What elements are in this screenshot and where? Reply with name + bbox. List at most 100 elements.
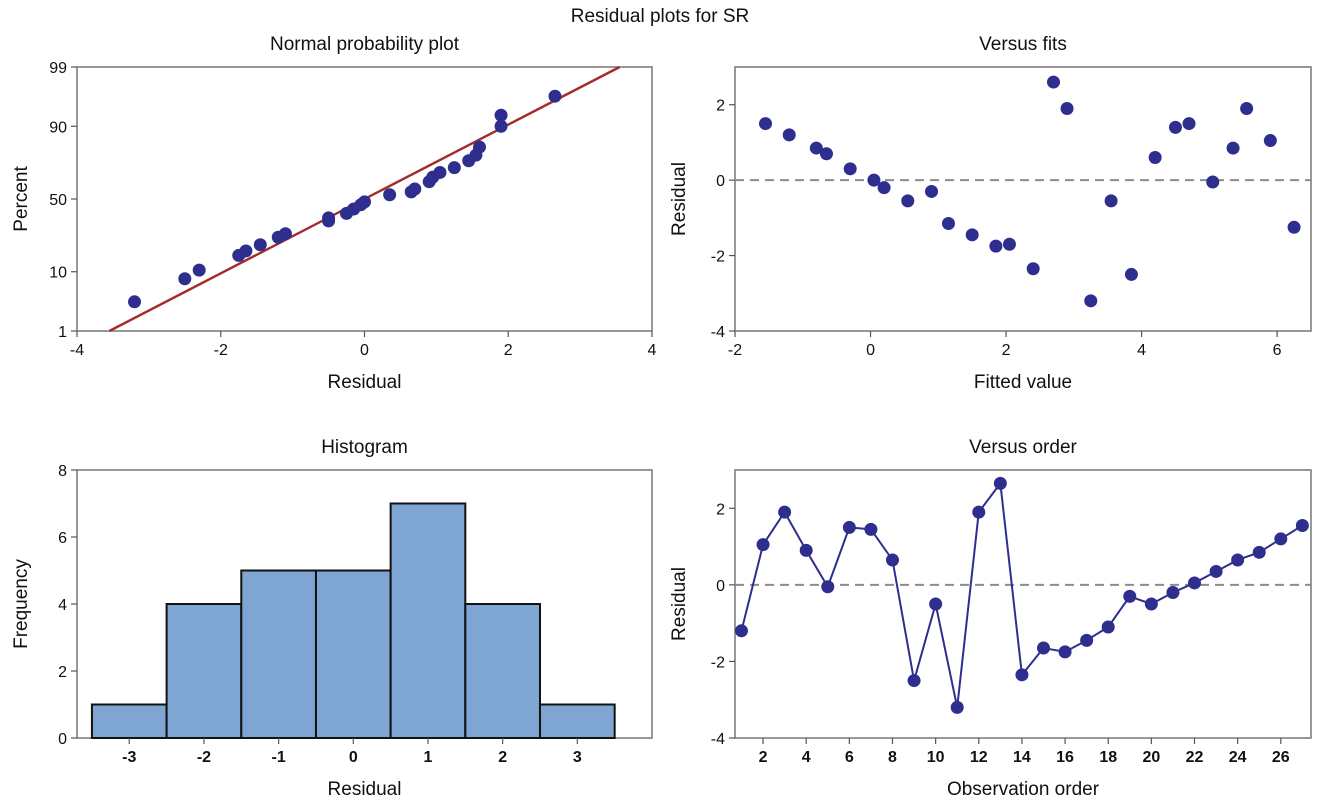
data-point bbox=[907, 674, 921, 688]
data-point bbox=[1124, 267, 1138, 281]
x-tick-label: 4 bbox=[648, 342, 657, 359]
data-point bbox=[809, 141, 823, 155]
y-tick-label: -2 bbox=[711, 249, 725, 266]
data-point bbox=[128, 295, 141, 309]
panel-hist: Histogram Residual Frequency 0 2 4 6 8 -3 -2 -1 0 1 2… bbox=[11, 437, 653, 800]
data-point bbox=[278, 227, 292, 241]
y-tick-label: -4 bbox=[711, 324, 725, 341]
data-point bbox=[864, 522, 878, 536]
data-point bbox=[408, 182, 422, 196]
y-tick-label: -4 bbox=[711, 731, 725, 748]
y-tick-label: 2 bbox=[716, 98, 725, 115]
x-tick-label: 20 bbox=[1142, 749, 1160, 766]
data-point bbox=[433, 165, 447, 179]
data-point bbox=[877, 181, 891, 195]
data-point bbox=[1060, 101, 1074, 115]
data-point bbox=[1101, 620, 1115, 634]
data-point bbox=[1084, 294, 1098, 308]
panel-normal: Normal probability plot Residual Percent 1 1… bbox=[11, 34, 657, 393]
data-point bbox=[1104, 194, 1118, 208]
x-tick-label: 2 bbox=[504, 342, 513, 359]
data-point bbox=[253, 238, 267, 252]
data-point bbox=[885, 553, 899, 567]
x-tick-label: 6 bbox=[845, 749, 854, 766]
data-point bbox=[925, 184, 939, 198]
panel-title: Histogram bbox=[321, 437, 408, 458]
y-tick-label: 0 bbox=[716, 173, 725, 190]
y-tick-label: 8 bbox=[58, 463, 67, 480]
data-point bbox=[358, 195, 371, 209]
x-tick-label: -2 bbox=[214, 342, 228, 359]
histogram-bar bbox=[464, 603, 541, 739]
data-point bbox=[965, 228, 979, 242]
y-tick-label: 50 bbox=[49, 192, 67, 209]
x-tick-label: 10 bbox=[927, 749, 945, 766]
data-point bbox=[1026, 262, 1040, 276]
x-axis-label: Residual bbox=[328, 372, 402, 393]
y-tick-label: 99 bbox=[49, 60, 67, 77]
data-point bbox=[322, 211, 336, 225]
data-point bbox=[1231, 553, 1245, 567]
y-tick-label: 4 bbox=[58, 597, 67, 614]
plot-frame bbox=[734, 469, 1312, 739]
data-point bbox=[819, 147, 833, 161]
data-point bbox=[1263, 134, 1277, 148]
y-tick-label: 90 bbox=[49, 119, 67, 136]
data-point bbox=[1206, 175, 1220, 189]
data-point bbox=[929, 597, 943, 611]
data-point bbox=[941, 217, 955, 231]
y-axis-label: Residual bbox=[669, 162, 690, 236]
x-tick-label: 3 bbox=[573, 749, 582, 766]
y-tick-label: 0 bbox=[716, 578, 725, 595]
figure-title: Residual plots for SR bbox=[571, 6, 749, 27]
x-tick-label: 22 bbox=[1186, 749, 1204, 766]
data-point bbox=[989, 239, 1003, 253]
x-tick-label: 24 bbox=[1229, 749, 1247, 766]
data-point bbox=[1166, 586, 1180, 600]
x-tick-label: -3 bbox=[122, 749, 136, 766]
data-point bbox=[1080, 633, 1094, 647]
histogram-bar bbox=[389, 502, 467, 739]
y-tick-label: 1 bbox=[58, 324, 67, 341]
y-tick-label: 2 bbox=[58, 664, 67, 681]
data-point bbox=[1046, 75, 1060, 89]
x-tick-label: 6 bbox=[1273, 342, 1282, 359]
x-tick-label: 2 bbox=[1002, 342, 1011, 359]
data-point bbox=[178, 272, 192, 286]
data-point bbox=[447, 161, 461, 175]
data-point bbox=[1287, 220, 1301, 234]
histogram-bar bbox=[240, 569, 317, 739]
panel-title: Versus order bbox=[969, 437, 1077, 458]
data-point bbox=[993, 476, 1007, 490]
x-axis-label: Observation order bbox=[947, 779, 1100, 800]
y-tick-label: 6 bbox=[58, 530, 67, 547]
x-tick-label: 26 bbox=[1272, 749, 1290, 766]
data-point bbox=[821, 580, 835, 594]
data-point bbox=[972, 505, 986, 519]
data-point bbox=[494, 119, 508, 133]
data-point bbox=[1252, 545, 1266, 559]
y-tick-label: -2 bbox=[711, 654, 725, 671]
x-axis-label: Residual bbox=[328, 779, 402, 800]
data-point bbox=[1226, 141, 1240, 155]
panel-title: Versus fits bbox=[979, 34, 1067, 55]
y-tick-label: 2 bbox=[716, 501, 725, 518]
data-point bbox=[1015, 668, 1029, 682]
data-point bbox=[1144, 597, 1158, 611]
histogram-bar bbox=[314, 569, 392, 739]
x-tick-label: 12 bbox=[970, 749, 988, 766]
data-point bbox=[1002, 237, 1016, 251]
panel-order: Versus order Observation order Residual -4 -… bbox=[669, 437, 1312, 800]
data-point bbox=[239, 244, 253, 258]
data-point bbox=[758, 117, 772, 131]
data-point bbox=[799, 543, 813, 557]
x-tick-label: 1 bbox=[424, 749, 433, 766]
x-tick-label: 18 bbox=[1099, 749, 1117, 766]
x-tick-label: 14 bbox=[1013, 749, 1031, 766]
plot-frame bbox=[734, 66, 1312, 332]
data-point bbox=[778, 505, 792, 519]
histogram-bar bbox=[538, 703, 616, 739]
data-point bbox=[1209, 564, 1223, 578]
